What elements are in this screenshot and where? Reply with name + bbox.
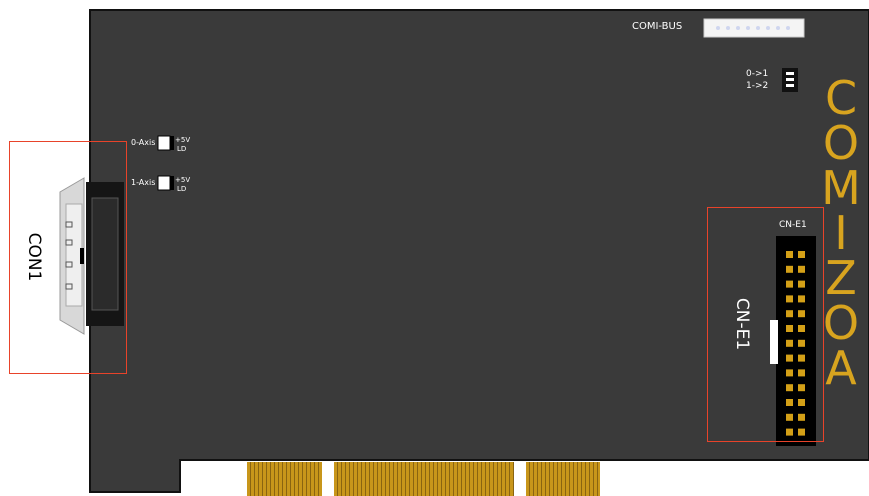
cne1-pin xyxy=(786,310,793,318)
gold-finger-segment xyxy=(247,462,322,496)
brand-letter: O xyxy=(822,116,860,170)
axis1-led-bottom: LD xyxy=(177,185,187,193)
cne1-pin xyxy=(798,339,805,347)
gold-finger-segment xyxy=(334,462,514,496)
axis1-led xyxy=(157,175,171,191)
cne1-pin xyxy=(786,399,793,406)
comi-bus-pins xyxy=(716,26,790,30)
axis0-label: 0-Axis xyxy=(131,138,156,147)
con1-callout-box[interactable] xyxy=(9,141,127,374)
axis1-led-top: +5V xyxy=(175,176,191,184)
brand-letter: M xyxy=(821,161,861,215)
cne1-pin xyxy=(786,428,793,436)
cne1-pin xyxy=(786,369,793,377)
cne1-callout-label: CN-E1 xyxy=(732,297,752,351)
cne1-key-notch xyxy=(770,320,778,364)
cne1-pin xyxy=(798,310,805,318)
axis0-led-top: +5V xyxy=(175,136,191,144)
jumper-label-a: 0->1 xyxy=(746,69,769,79)
cne1-pin xyxy=(786,384,793,392)
con1-callout-label: CON1 xyxy=(24,232,44,282)
cne1-header-label: CN-E1 xyxy=(779,220,807,230)
cne1-pin xyxy=(798,295,805,303)
cne1-pin xyxy=(786,280,793,288)
brand-letter: C xyxy=(824,71,858,125)
cne1-pin xyxy=(798,384,805,392)
comi-bus-connector[interactable] xyxy=(703,18,805,38)
cne1-pin xyxy=(798,251,805,258)
cne1-pin xyxy=(786,251,793,258)
axis1-label: 1-Axis xyxy=(131,178,156,187)
axis0-led-bottom: LD xyxy=(177,145,187,153)
axis0-led xyxy=(157,135,171,151)
cne1-pin xyxy=(786,354,793,362)
cne1-pin xyxy=(798,413,805,421)
pci-gold-fingers xyxy=(247,462,600,496)
cne1-pin xyxy=(786,339,793,347)
comizoa-brand-logo: C O M I Z O A xyxy=(813,71,869,395)
cne1-pin xyxy=(798,265,805,273)
cne1-pin xyxy=(798,325,805,332)
brand-letter: I xyxy=(834,206,848,260)
con1-pins xyxy=(65,221,73,290)
cne1-pin xyxy=(798,280,805,288)
cne1-pin xyxy=(786,295,793,303)
brand-letter: O xyxy=(822,296,860,350)
cne1-pin xyxy=(798,354,805,362)
cne1-pin xyxy=(786,265,793,273)
cne1-pin xyxy=(798,369,805,377)
comi-bus-label: COMI-BUS xyxy=(632,21,683,32)
brand-letter: A xyxy=(825,341,857,395)
cne1-pin xyxy=(798,428,805,436)
gold-finger-segment xyxy=(526,462,600,496)
cne1-pin-grid xyxy=(786,251,805,436)
brand-letter: Z xyxy=(825,251,857,305)
cne1-pin xyxy=(786,325,793,332)
cne1-pin xyxy=(798,399,805,406)
cne1-pin xyxy=(786,413,793,421)
cne1-header[interactable] xyxy=(776,236,816,446)
cne1-callout-box[interactable] xyxy=(707,207,824,442)
pcb-board xyxy=(89,9,869,493)
jumper-label-b: 1->2 xyxy=(746,81,769,91)
